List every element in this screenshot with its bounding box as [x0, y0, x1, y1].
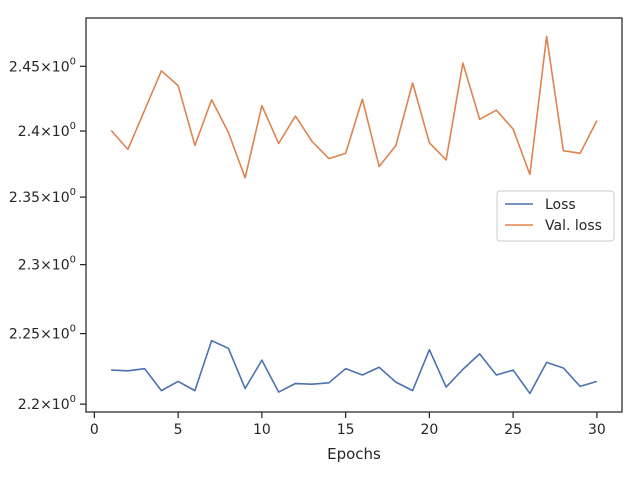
y-tick-label: 2.4×100	[18, 121, 76, 140]
y-tick-label-exponent: 0	[70, 394, 76, 405]
legend: Loss Val. loss	[496, 190, 615, 242]
y-tick-label-times: ×	[40, 258, 52, 274]
y-tick-label-multiplier: 10	[52, 124, 70, 140]
y-tick-label: 2.2×100	[18, 394, 76, 413]
y-tick-label-multiplier: 10	[52, 258, 70, 274]
x-tick-label: 10	[253, 422, 271, 438]
y-tick-label-times: ×	[40, 124, 52, 140]
x-tick-label: 5	[174, 422, 183, 438]
y-axis: 2.2×1002.25×1002.3×1002.35×1002.4×1002.4…	[9, 56, 86, 413]
y-tick-label-base: 2.2	[18, 397, 40, 413]
y-tick-label-times: ×	[40, 397, 52, 413]
x-tick-label: 20	[420, 422, 438, 438]
y-tick-label-base: 2.4	[18, 124, 40, 140]
y-tick-label-exponent: 0	[70, 255, 76, 266]
plot-lines	[110, 35, 598, 395]
y-tick-label-times: ×	[40, 190, 52, 206]
y-tick-label-exponent: 0	[70, 56, 76, 67]
y-tick-label-base: 2.3	[18, 258, 40, 274]
y-tick-label-base: 2.45	[9, 59, 40, 75]
x-tick-label: 30	[588, 422, 606, 438]
x-tick-label: 0	[90, 422, 99, 438]
plot-frame	[85, 17, 623, 413]
y-tick-label: 2.35×100	[9, 187, 76, 206]
y-tick-label-exponent: 0	[70, 324, 76, 335]
y-tick-label-multiplier: 10	[52, 327, 70, 343]
y-tick-label-base: 2.35	[9, 190, 40, 206]
x-axis-label: Epochs	[327, 445, 381, 463]
y-tick-label-exponent: 0	[70, 121, 76, 132]
y-tick-label-exponent: 0	[70, 187, 76, 198]
y-tick-label: 2.3×100	[18, 255, 76, 274]
y-tick-label: 2.25×100	[9, 324, 76, 343]
legend-entry-label: Val. loss	[545, 218, 602, 234]
series-line-loss	[111, 339, 598, 395]
legend-entry-label: Loss	[545, 197, 576, 213]
x-axis: 0 5 10 15 20 25 30	[90, 412, 606, 438]
y-tick-label-times: ×	[40, 59, 52, 75]
x-tick-label: 15	[337, 422, 355, 438]
y-tick-label-multiplier: 10	[52, 59, 70, 75]
series-line-val-loss	[110, 35, 598, 179]
y-tick-label-times: ×	[40, 327, 52, 343]
y-tick-label-base: 2.25	[9, 327, 40, 343]
y-tick-label-multiplier: 10	[52, 397, 70, 413]
y-tick-label: 2.45×100	[9, 56, 76, 75]
y-tick-label-multiplier: 10	[52, 190, 70, 206]
x-tick-label: 25	[504, 422, 522, 438]
